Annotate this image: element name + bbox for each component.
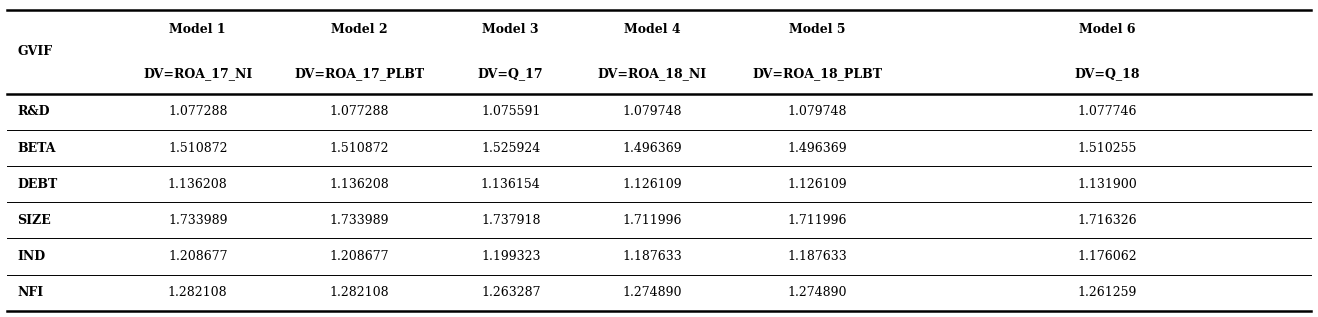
Text: 1.126109: 1.126109: [787, 178, 847, 191]
Text: 1.176062: 1.176062: [1077, 250, 1137, 263]
Text: 1.525924: 1.525924: [481, 141, 540, 155]
Text: 1.496369: 1.496369: [787, 141, 847, 155]
Text: 1.077288: 1.077288: [330, 105, 389, 119]
Text: DV=ROA_17_NI: DV=ROA_17_NI: [144, 67, 252, 81]
Text: R&D: R&D: [17, 105, 50, 119]
Text: Model 5: Model 5: [789, 23, 845, 36]
Text: 1.208677: 1.208677: [330, 250, 389, 263]
Text: 1.510872: 1.510872: [330, 141, 389, 155]
Text: 1.274890: 1.274890: [622, 286, 683, 299]
Text: 1.282108: 1.282108: [330, 286, 389, 299]
Text: 1.711996: 1.711996: [622, 214, 683, 227]
Text: 1.187633: 1.187633: [622, 250, 683, 263]
Text: Model 1: Model 1: [170, 23, 225, 36]
Text: 1.510872: 1.510872: [167, 141, 228, 155]
Text: Model 2: Model 2: [331, 23, 387, 36]
Text: 1.136208: 1.136208: [167, 178, 228, 191]
Text: 1.079748: 1.079748: [787, 105, 847, 119]
Text: BETA: BETA: [17, 141, 55, 155]
Text: 1.075591: 1.075591: [481, 105, 540, 119]
Text: 1.496369: 1.496369: [622, 141, 683, 155]
Text: DV=ROA_18_PLBT: DV=ROA_18_PLBT: [753, 67, 882, 81]
Text: Model 6: Model 6: [1079, 23, 1135, 36]
Text: 1.282108: 1.282108: [167, 286, 228, 299]
Text: DEBT: DEBT: [17, 178, 58, 191]
Text: 1.077746: 1.077746: [1077, 105, 1137, 119]
Text: NFI: NFI: [17, 286, 43, 299]
Text: 1.131900: 1.131900: [1077, 178, 1137, 191]
Text: 1.208677: 1.208677: [167, 250, 228, 263]
Text: GVIF: GVIF: [17, 45, 53, 58]
Text: 1.077288: 1.077288: [167, 105, 228, 119]
Text: SIZE: SIZE: [17, 214, 51, 227]
Text: Model 3: Model 3: [482, 23, 539, 36]
Text: DV=ROA_18_NI: DV=ROA_18_NI: [598, 67, 706, 81]
Text: 1.263287: 1.263287: [481, 286, 540, 299]
Text: 1.510255: 1.510255: [1077, 141, 1137, 155]
Text: IND: IND: [17, 250, 45, 263]
Text: DV=Q_18: DV=Q_18: [1074, 67, 1140, 81]
Text: 1.136154: 1.136154: [481, 178, 540, 191]
Text: 1.187633: 1.187633: [787, 250, 847, 263]
Text: 1.261259: 1.261259: [1077, 286, 1137, 299]
Text: 1.136208: 1.136208: [330, 178, 389, 191]
Text: 1.711996: 1.711996: [787, 214, 847, 227]
Text: 1.199323: 1.199323: [481, 250, 540, 263]
Text: DV=Q_17: DV=Q_17: [478, 67, 543, 81]
Text: 1.079748: 1.079748: [622, 105, 683, 119]
Text: 1.126109: 1.126109: [622, 178, 683, 191]
Text: Model 4: Model 4: [625, 23, 680, 36]
Text: 1.274890: 1.274890: [787, 286, 847, 299]
Text: DV=ROA_17_PLBT: DV=ROA_17_PLBT: [294, 67, 424, 81]
Text: 1.716326: 1.716326: [1077, 214, 1137, 227]
Text: 1.733989: 1.733989: [330, 214, 389, 227]
Text: 1.737918: 1.737918: [481, 214, 540, 227]
Text: 1.733989: 1.733989: [167, 214, 228, 227]
